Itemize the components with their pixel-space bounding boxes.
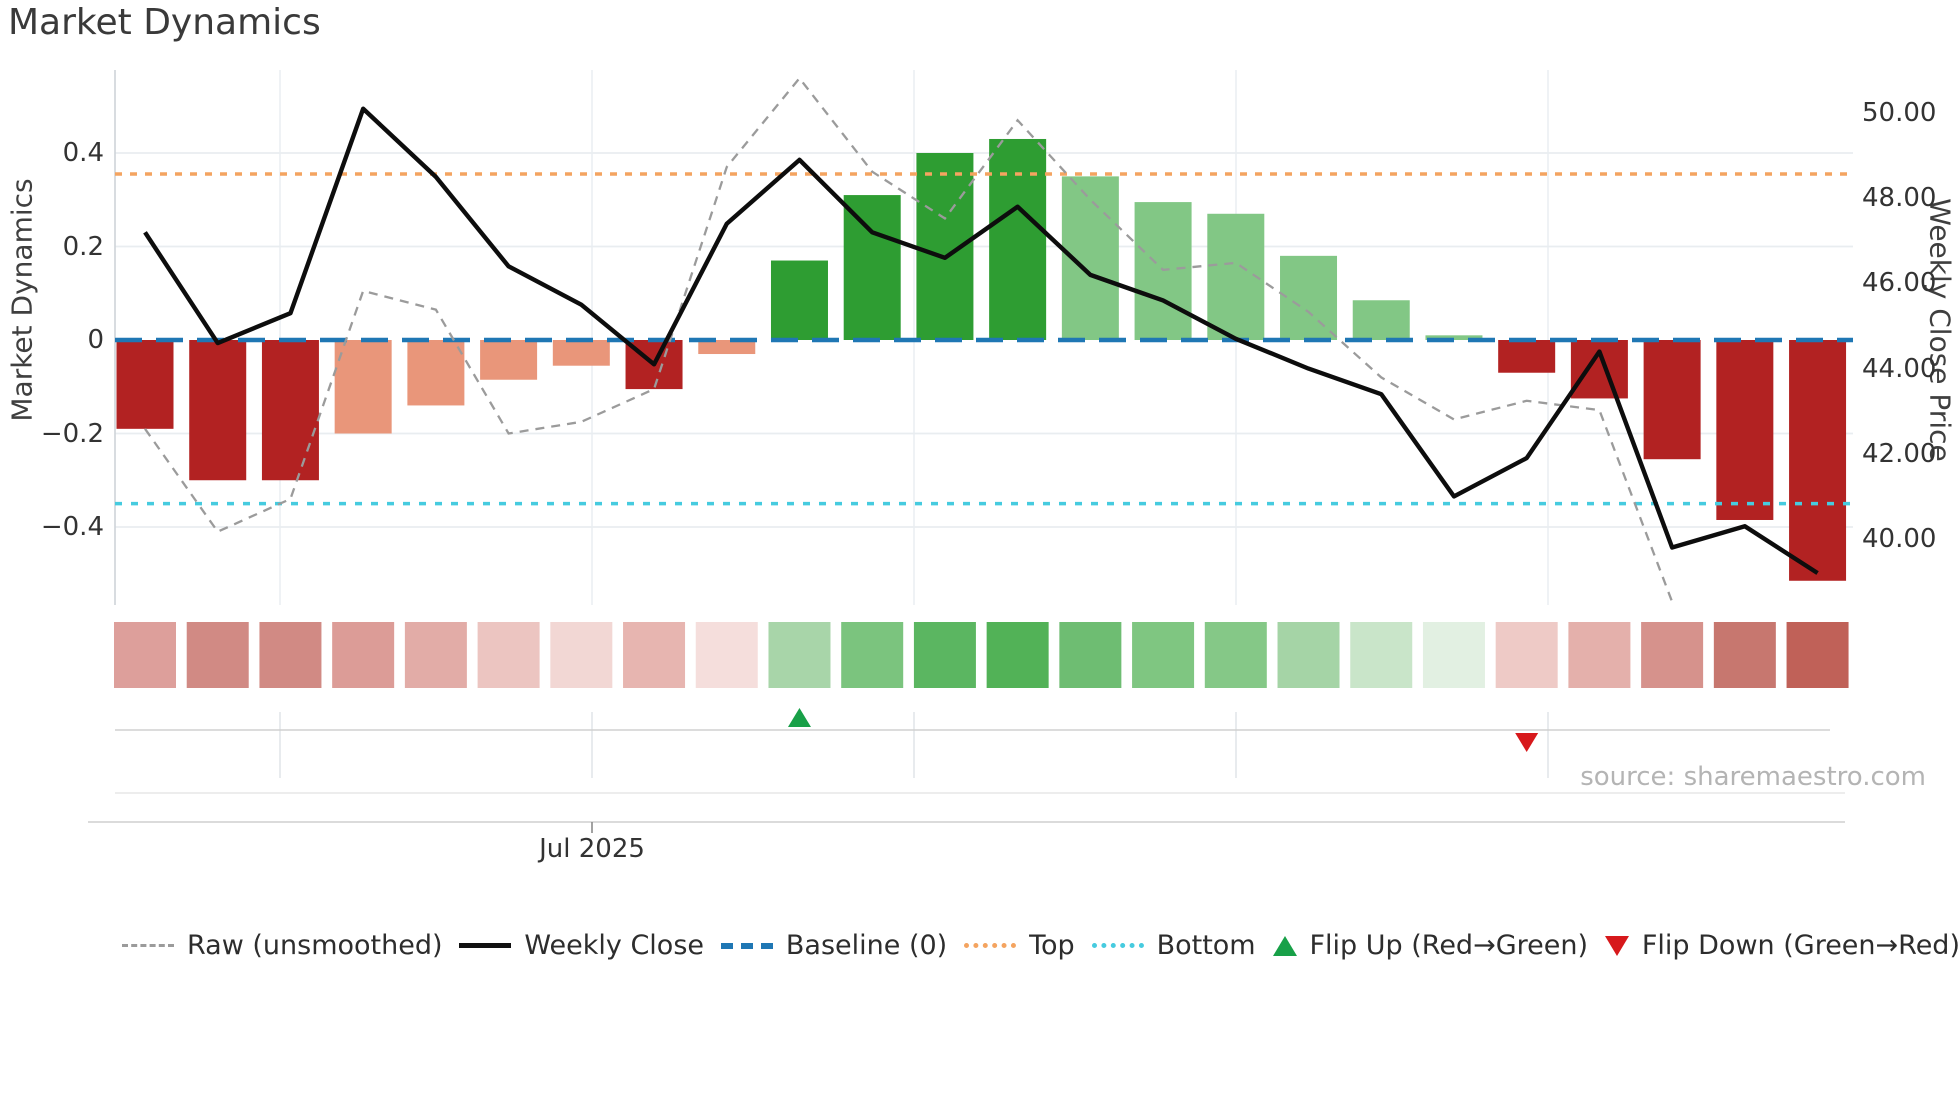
- legend-item-top: Top: [964, 930, 1075, 961]
- source-note: source: sharemaestro.com: [1580, 762, 1926, 792]
- legend-item-baseline: Baseline (0): [720, 930, 948, 961]
- heatmap-cell-5: [404, 622, 467, 688]
- flip-down-marker: [1515, 733, 1539, 752]
- y-right-tick-label: 46.00: [1862, 268, 1937, 299]
- heatmap-cell-22: [1641, 622, 1704, 688]
- y-axis-title-right: Weekly Close Price: [1923, 198, 1957, 462]
- heatmap-cell-13: [986, 622, 1049, 688]
- y-right-tick-label: 50.00: [1862, 98, 1937, 128]
- bar-week-1: [116, 340, 174, 429]
- y-left-tick-label: 0.4: [62, 138, 104, 168]
- heatmap-cell-3: [259, 622, 322, 688]
- y-left-tick-label: −0.4: [40, 512, 104, 542]
- raw-line-swatch: [122, 944, 174, 947]
- legend-label-weekly-close: Weekly Close: [524, 930, 705, 961]
- y-left-tick-label: 0: [87, 325, 104, 355]
- weekly-close-swatch: [459, 943, 512, 948]
- heatmap-cell-21: [1568, 622, 1631, 688]
- y-left-tick-label: −0.2: [40, 418, 104, 449]
- y-right-tick-label: 48.00: [1862, 183, 1937, 214]
- legend-label-top: Top: [1029, 930, 1075, 961]
- y-right-tick-label: 40.00: [1862, 524, 1937, 554]
- heatmap-cell-1: [114, 622, 176, 688]
- heatmap-cell-16: [1204, 622, 1267, 688]
- heatmap-cell-4: [332, 622, 395, 688]
- bar-week-13: [989, 138, 1047, 340]
- legend: Raw (unsmoothed) Weekly Close Baseline (…: [122, 930, 1960, 961]
- bar-week-11: [843, 195, 901, 340]
- heatmap-cell-15: [1132, 622, 1195, 688]
- bar-week-20: [1498, 340, 1556, 373]
- heatmap-cell-23: [1713, 622, 1776, 688]
- bar-week-9: [698, 340, 756, 355]
- flip-up-marker-icon: [1272, 935, 1297, 956]
- legend-item-flip-up: Flip Up (Red→Green): [1272, 930, 1589, 961]
- heatmap-cell-6: [477, 622, 540, 688]
- y-right-tick-label: 44.00: [1862, 353, 1937, 384]
- bar-week-19: [1425, 335, 1483, 340]
- bar-week-5: [407, 340, 465, 406]
- heatmap-cell-11: [841, 622, 904, 688]
- legend-item-flip-down: Flip Down (Green→Red): [1604, 930, 1960, 961]
- heatmap-cell-9: [695, 622, 758, 688]
- bar-week-15: [1134, 202, 1192, 340]
- y-right-tick-label: 42.00: [1862, 438, 1937, 469]
- y-axis-title-left: Market Dynamics: [5, 178, 39, 422]
- legend-item-weekly-close: Weekly Close: [459, 930, 704, 961]
- bar-week-4: [334, 340, 392, 434]
- flip-up-marker: [787, 708, 811, 727]
- heatmap-cell-7: [550, 622, 613, 688]
- heatmap-cell-14: [1059, 622, 1122, 688]
- heatmap-cell-20: [1495, 622, 1558, 688]
- heatmap-cell-18: [1350, 622, 1413, 688]
- bar-week-18: [1352, 300, 1410, 340]
- heatmap-cell-24: [1786, 622, 1849, 688]
- heatmap-cell-8: [623, 622, 686, 688]
- legend-label-bottom: Bottom: [1156, 930, 1256, 961]
- flip-down-marker-icon: [1604, 935, 1629, 956]
- bottom-line-swatch: [1091, 943, 1144, 948]
- legend-label-flip-down: Flip Down (Green→Red): [1641, 930, 1960, 961]
- heatmap-cell-19: [1422, 622, 1485, 688]
- top-line-swatch: [964, 943, 1017, 948]
- legend-label-baseline: Baseline (0): [785, 930, 948, 961]
- bar-week-3: [261, 340, 319, 481]
- bar-week-23: [1716, 340, 1774, 520]
- heatmap-cell-12: [913, 622, 976, 688]
- page-title: Market Dynamics: [8, 2, 321, 43]
- weekly-close-line: [143, 106, 1819, 575]
- legend-item-raw: Raw (unsmoothed): [122, 930, 443, 961]
- legend-label-flip-up: Flip Up (Red→Green): [1309, 930, 1589, 961]
- bar-week-7: [552, 340, 610, 366]
- bar-week-24: [1789, 340, 1847, 581]
- bar-week-21: [1570, 340, 1628, 399]
- x-tick-label: Jul 2025: [539, 834, 645, 864]
- baseline-swatch: [720, 942, 773, 949]
- bar-week-22: [1643, 340, 1701, 460]
- bar-week-10: [770, 260, 828, 340]
- y-left-tick-label: 0.2: [62, 231, 104, 262]
- bar-week-17: [1280, 255, 1338, 340]
- legend-item-bottom: Bottom: [1091, 930, 1256, 961]
- heatmap-cell-10: [768, 622, 831, 688]
- bar-week-6: [480, 340, 538, 380]
- heatmap-cell-17: [1277, 622, 1340, 688]
- heatmap-cell-2: [186, 622, 249, 688]
- legend-label-raw: Raw (unsmoothed): [187, 930, 443, 961]
- bar-week-2: [189, 340, 247, 481]
